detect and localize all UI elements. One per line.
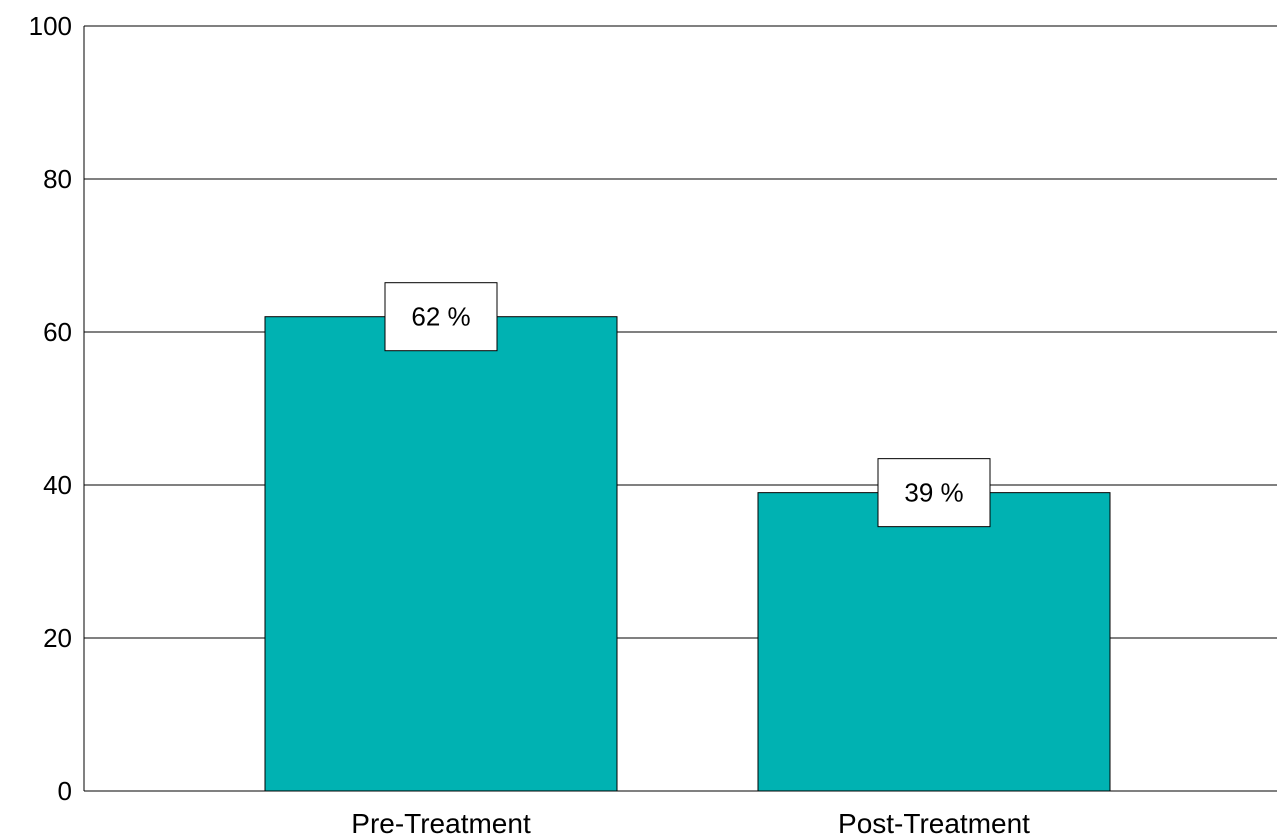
axis-layer [83,26,1277,792]
data-label-box-1 [877,458,991,528]
data-label-box-0 [384,282,498,352]
data-label-0: 62 % [411,302,470,332]
y-tick-label-0: 0 [58,776,72,806]
y-tick-label-100: 100 [29,11,72,41]
y-tick-label-40: 40 [43,470,72,500]
bars-layer [264,316,1111,792]
x-category-label-post-treatment: Post-Treatment [838,808,1030,839]
x-category-label-pre-treatment: Pre-Treatment [351,808,531,839]
y-tick-label-80: 80 [43,164,72,194]
y-tick-label-20: 20 [43,623,72,653]
bar-pre-treatment [264,316,618,792]
data-label-1: 39 % [904,478,963,508]
labels-layer: 0 20 40 60 80 100 Pre-Treatment 62 % Post-Treatm… [29,11,1031,839]
bar-post-treatment [757,492,1111,792]
y-tick-label-60: 60 [43,317,72,347]
